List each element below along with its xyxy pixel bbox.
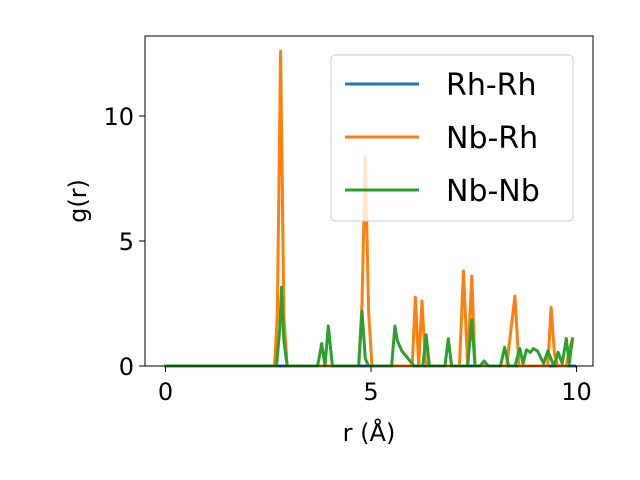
x-tick-label: 0: [158, 378, 173, 406]
x-tick-label: 10: [561, 378, 592, 406]
legend-label-nb-rh: Nb-Rh: [446, 121, 538, 156]
y-axis-label: g(r): [64, 179, 92, 223]
x-tick-label: 5: [363, 378, 378, 406]
series-line-nb-nb: [164, 285, 575, 368]
y-tick-label: 5: [119, 228, 134, 256]
legend-label-nb-nb: Nb-Nb: [446, 174, 540, 209]
legend-label-rh-rh: Rh-Rh: [446, 68, 537, 103]
x-axis-label: r (Å): [343, 418, 396, 447]
axes-frame: [144, 35, 594, 367]
ticks: 0 5 10 0 5 10: [103, 103, 591, 406]
legend-box: [330, 54, 574, 222]
y-tick-label: 10: [103, 103, 134, 131]
legend: Rh-Rh Nb-Rh Nb-Nb: [330, 54, 574, 222]
y-tick-label: 0: [119, 353, 134, 381]
